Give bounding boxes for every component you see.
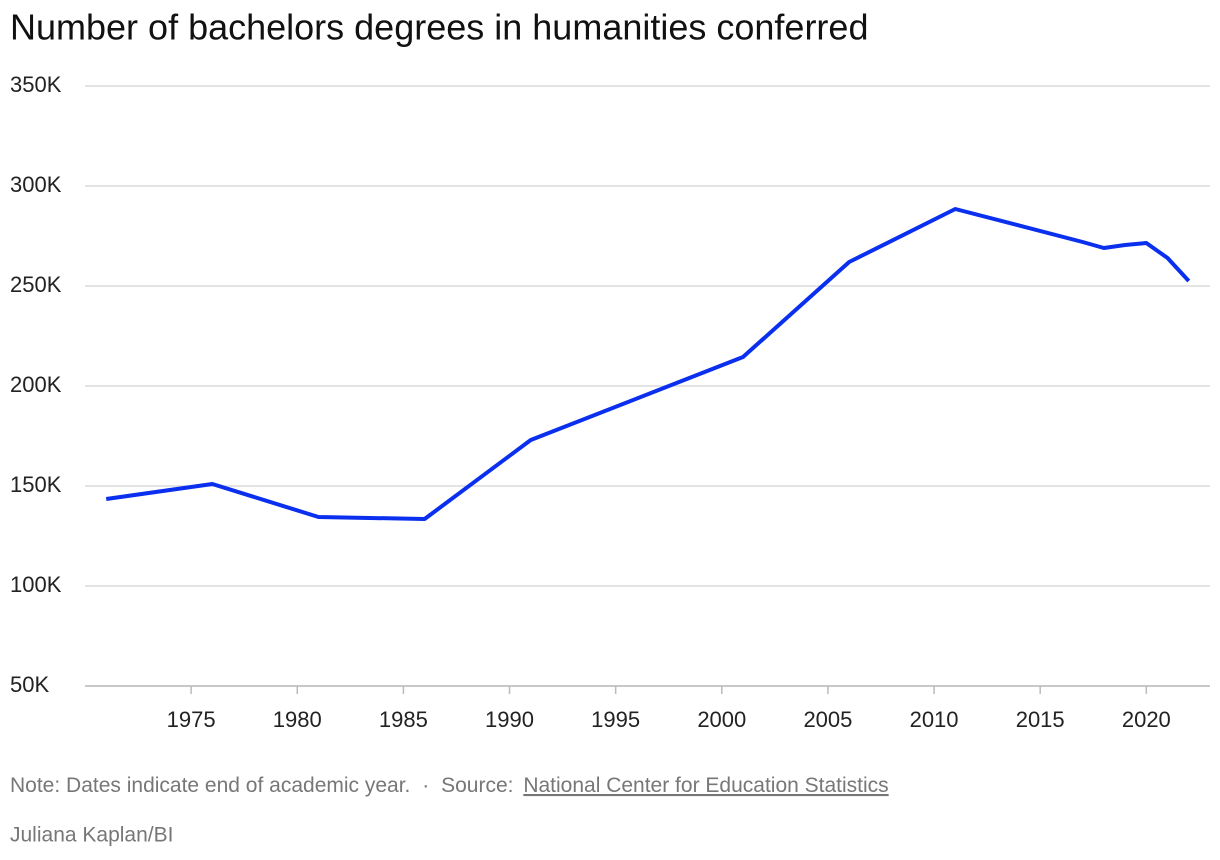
x-tick-label: 1985 xyxy=(379,707,428,732)
y-tick-label: 200K xyxy=(10,372,62,397)
x-tick-label: 2020 xyxy=(1122,707,1171,732)
y-tick-label: 100K xyxy=(10,572,62,597)
x-tick-label: 2005 xyxy=(803,707,852,732)
source-label: Source: xyxy=(441,774,513,797)
separator: · xyxy=(422,774,429,797)
x-tick-label: 2010 xyxy=(910,707,959,732)
data-line xyxy=(105,207,1191,521)
credit: Juliana Kaplan/BI xyxy=(10,824,173,847)
y-tick-label: 50K xyxy=(10,672,49,697)
x-tick-label: 2015 xyxy=(1016,707,1065,732)
x-tick-label: 1975 xyxy=(167,707,216,732)
y-tick-label: 250K xyxy=(10,272,62,297)
x-tick-label: 2000 xyxy=(697,707,746,732)
footnote: Note: Dates indicate end of academic yea… xyxy=(10,774,889,797)
x-tick-label: 1995 xyxy=(591,707,640,732)
y-tick-label: 300K xyxy=(10,172,62,197)
note: Note: Dates indicate end of academic yea… xyxy=(10,774,410,797)
y-tick-label: 350K xyxy=(10,72,62,97)
x-tick-label: 1980 xyxy=(273,707,322,732)
source-link[interactable]: National Center for Education Statistics xyxy=(523,774,888,797)
y-tick-label: 150K xyxy=(10,472,62,497)
x-tick-label: 1990 xyxy=(485,707,534,732)
chart-title: Number of bachelors degrees in humanitie… xyxy=(10,7,868,48)
